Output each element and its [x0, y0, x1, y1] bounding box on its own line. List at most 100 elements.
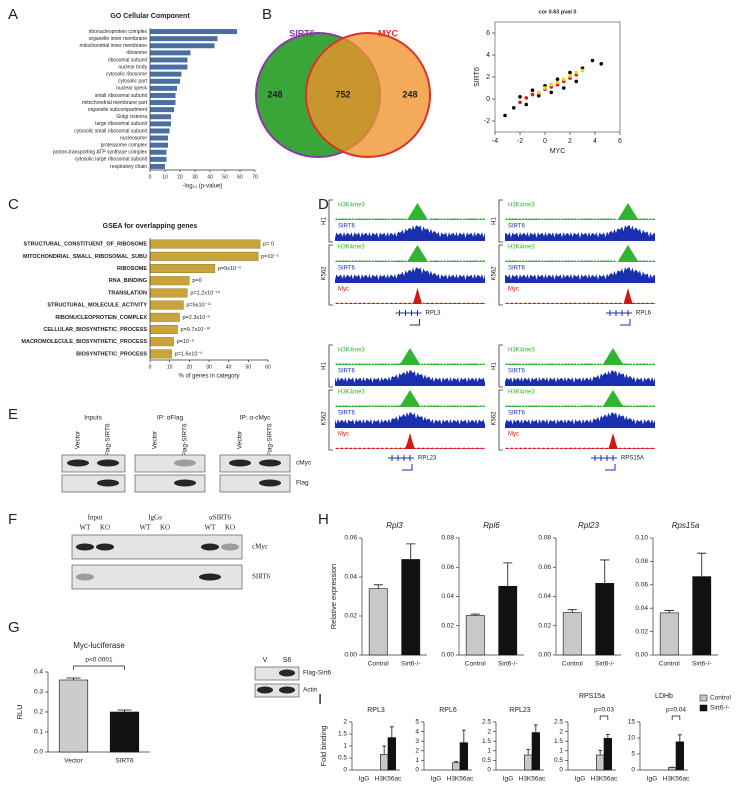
- track-label: SIRT6: [338, 224, 356, 230]
- bar: [562, 612, 582, 656]
- significance-bracket: [671, 715, 681, 720]
- x-tick-label: Control: [659, 661, 681, 668]
- point: [599, 62, 604, 66]
- error-bar: [664, 610, 674, 613]
- y-tick-label: 0.5: [338, 755, 347, 762]
- point: [524, 96, 529, 100]
- y-tick-label: 1: [559, 748, 563, 755]
- x-tick-label: H3K56ac: [591, 776, 618, 783]
- signal-track: [505, 225, 655, 241]
- bar: [150, 85, 177, 91]
- venn-count: 248: [402, 89, 417, 99]
- x-tick-label: 20: [177, 174, 183, 180]
- y-tick-label: 0.08: [538, 535, 551, 542]
- point: [555, 80, 560, 85]
- bar: [149, 276, 190, 286]
- bar: [498, 585, 518, 656]
- chart-title: RPL23: [509, 707, 531, 714]
- panel-label: B: [262, 6, 272, 23]
- row-label: Flag-Sirt6: [303, 670, 332, 677]
- x-tick-label: 6: [618, 138, 622, 145]
- significance-label: p=0.03: [594, 707, 614, 714]
- signal-track: [335, 267, 485, 283]
- blot-band: [199, 573, 221, 581]
- error-bar: [66, 677, 81, 680]
- y-tick-label: 3: [415, 738, 419, 745]
- x-tick-label: IgG: [503, 776, 513, 783]
- chart-title: cor 0.63 pval 0: [539, 9, 577, 15]
- group-label: IP: αFlag: [157, 415, 184, 422]
- gene-model: [395, 310, 422, 326]
- lane-label: Flag-SIRT6: [267, 423, 274, 456]
- bar-annotation: p=9.7x10⁻¹⁰: [181, 326, 212, 333]
- signal-track: [335, 288, 485, 304]
- signal-track: [505, 245, 655, 262]
- y-tick-label: 4: [486, 52, 490, 59]
- cell-line-label: K562: [322, 266, 328, 281]
- lane-label: Flag-SIRT6: [182, 423, 189, 456]
- category-label: Golgi cisterna: [116, 114, 147, 120]
- signal-track: [505, 412, 655, 428]
- row-label: cMyc: [252, 543, 268, 551]
- signal-track: [335, 245, 485, 262]
- y-tick-label: 2: [559, 728, 563, 735]
- bar: [531, 732, 540, 771]
- x-tick-label: 30: [206, 364, 212, 370]
- gene-label: RPL3: [426, 311, 442, 317]
- point: [518, 95, 522, 99]
- bar: [150, 142, 168, 148]
- point: [511, 106, 516, 110]
- x-axis-label: % of genes in category: [178, 374, 239, 380]
- bar: [596, 754, 605, 771]
- bar: [149, 349, 172, 359]
- bar: [150, 50, 191, 56]
- row-label: SIRT6: [252, 573, 271, 581]
- category-label: nucleosome: [120, 135, 147, 141]
- y-axis-label: Relative expression: [329, 564, 338, 629]
- bar: [149, 337, 174, 347]
- track-label: H3K4me3: [508, 203, 535, 209]
- category-label: RIBOSOME: [117, 266, 147, 272]
- x-tick-label: 0: [149, 174, 152, 180]
- category-label: ribosomal subunit: [108, 57, 148, 63]
- lane-label: V: [263, 657, 268, 664]
- y-tick-label: 0.02: [344, 613, 357, 620]
- error-bar: [526, 748, 531, 756]
- lane-label: KO: [160, 524, 170, 532]
- category-label: ribosome: [126, 50, 147, 56]
- y-tick-label: 0.04: [635, 605, 648, 612]
- lane-label: WT: [140, 524, 152, 532]
- cell-line-label: K562: [492, 266, 498, 281]
- category-label: RNA_BINDING: [109, 278, 147, 284]
- x-tick-label: Sirt6-/-: [692, 661, 712, 668]
- category-label: small ribosomal subunit: [95, 93, 148, 99]
- point: [536, 90, 541, 95]
- x-tick-label: H3K56ac: [663, 776, 690, 783]
- track-label: SIRT6: [338, 266, 356, 272]
- bar: [150, 100, 176, 106]
- y-tick-label: 1: [415, 757, 419, 764]
- x-tick-label: IgG: [431, 776, 441, 783]
- lane-label: Vector: [152, 430, 159, 449]
- y-tick-label: 10: [628, 735, 636, 742]
- category-label: cytosolic part: [118, 79, 148, 85]
- bar: [150, 29, 237, 35]
- category-label: STRUCTURAL_CONSTITUENT_OF_RIBOSOME: [24, 242, 148, 248]
- y-tick-label: 0: [486, 96, 490, 103]
- x-tick-label: 4: [593, 138, 597, 145]
- x-tick-label: 60: [237, 174, 243, 180]
- bar-annotation: p=1.6x10⁻⁶: [175, 350, 203, 357]
- category-label: nuclear speck: [116, 86, 147, 92]
- point: [590, 58, 595, 63]
- panel-label: E: [8, 406, 18, 423]
- track-label: H3K4me3: [508, 245, 535, 251]
- y-tick-label: 5: [631, 751, 635, 758]
- bar-annotation: p=10⁻⁵: [261, 253, 279, 260]
- blot-band: [174, 479, 196, 487]
- bar: [692, 576, 712, 656]
- cell-line-label: K562: [322, 411, 328, 426]
- signal-track: [335, 225, 485, 241]
- x-tick-label: Control: [465, 661, 487, 668]
- bar: [401, 559, 421, 656]
- bar: [659, 612, 679, 656]
